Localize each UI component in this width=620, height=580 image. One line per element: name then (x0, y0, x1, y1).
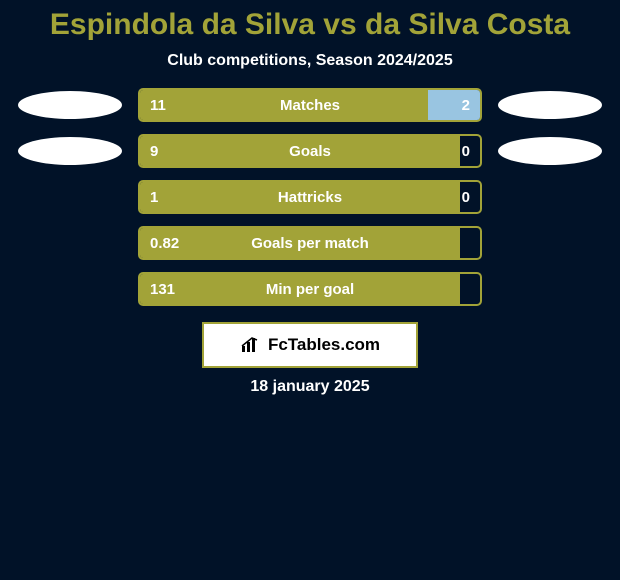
avatar-slot-right (490, 88, 610, 122)
avatar-slot-left (10, 88, 130, 122)
logo-text: FcTables.com (268, 335, 380, 355)
stat-bar-left: 11 (140, 90, 428, 120)
stat-row: 112Matches (10, 88, 610, 122)
stat-bar-right (460, 274, 480, 304)
stat-bar: 10Hattricks (138, 180, 482, 214)
player-avatar-right (498, 137, 602, 165)
stat-row: 0.82Goals per match (10, 226, 610, 260)
subtitle: Club competitions, Season 2024/2025 (0, 52, 620, 70)
stat-bar-right: 2 (428, 90, 480, 120)
stat-bar-right: 0 (460, 136, 480, 166)
stat-bar-left: 131 (140, 274, 460, 304)
player-avatar-right (498, 91, 602, 119)
avatar-slot-left (10, 134, 130, 168)
stat-row: 90Goals (10, 134, 610, 168)
stat-bar-left: 9 (140, 136, 460, 166)
stat-bar-right (460, 228, 480, 258)
player-avatar-left (18, 137, 122, 165)
stat-bar-left: 1 (140, 182, 460, 212)
stat-bar: 0.82Goals per match (138, 226, 482, 260)
avatar-slot-right (490, 180, 610, 214)
stat-section: 112Matches 90Goals 10Hattricks 0.82Goals pe… (0, 88, 620, 306)
avatar-slot-left (10, 272, 130, 306)
avatar-slot-left (10, 226, 130, 260)
logo-box: FcTables.com (202, 322, 418, 368)
avatar-slot-left (10, 180, 130, 214)
date-text: 18 january 2025 (250, 378, 369, 395)
stat-bar: 112Matches (138, 88, 482, 122)
subtitle-text: Club competitions, Season 2024/2025 (167, 52, 452, 69)
stat-row: 131Min per goal (10, 272, 610, 306)
avatar-slot-right (490, 272, 610, 306)
date-line: 18 january 2025 (0, 378, 620, 396)
page-title: Espindola da Silva vs da Silva Costa (0, 0, 620, 42)
avatar-slot-right (490, 226, 610, 260)
stat-bar: 90Goals (138, 134, 482, 168)
player-avatar-left (18, 91, 122, 119)
stat-bar-right: 0 (460, 182, 480, 212)
bar-chart-icon (240, 336, 262, 354)
avatar-slot-right (490, 134, 610, 168)
stat-bar: 131Min per goal (138, 272, 482, 306)
stat-bar-left: 0.82 (140, 228, 460, 258)
title-text: Espindola da Silva vs da Silva Costa (50, 8, 570, 41)
stat-row: 10Hattricks (10, 180, 610, 214)
